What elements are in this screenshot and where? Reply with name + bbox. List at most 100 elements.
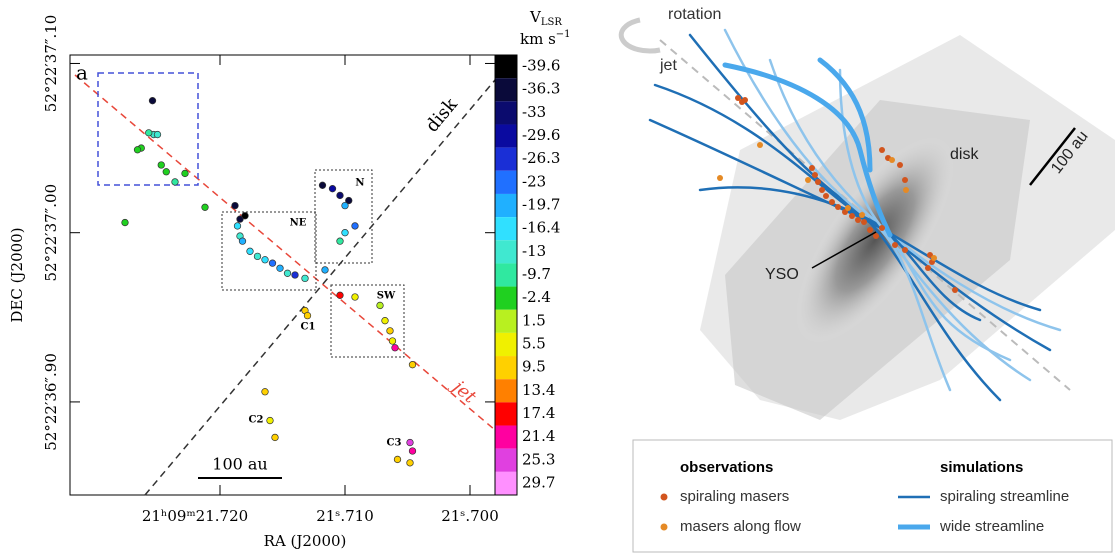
region-box: [221, 211, 317, 291]
colorbar-label: 9.5: [522, 358, 546, 376]
x-tick-label: 21ˢ.700: [441, 507, 499, 525]
maser-dot: [742, 97, 748, 103]
colorbar-cell: [495, 286, 517, 310]
legend-heading: simulations: [940, 459, 1023, 476]
maser-points: [717, 95, 958, 293]
colorbar-title: VLSR: [529, 8, 562, 28]
colorbar-cell: [495, 402, 517, 426]
maser-point: [276, 264, 284, 272]
region-label: C2: [249, 415, 264, 426]
colorbar-label: -39.6: [522, 57, 560, 75]
colorbar-exponent: −1: [556, 29, 571, 40]
maser-point: [351, 293, 359, 301]
panel-label: a: [76, 61, 88, 85]
maser-point: [236, 215, 244, 223]
legend: observations spiraling masers masers alo…: [632, 439, 1113, 553]
colorbar-cell: [495, 147, 517, 171]
colorbar-cell: [495, 356, 517, 380]
colorbar-subscript: LSR: [541, 17, 562, 28]
maser-point: [171, 178, 179, 186]
colorbar-cell: [495, 78, 517, 102]
maser-point: [408, 361, 417, 369]
maser-point: [341, 201, 349, 210]
legend-label: wide streamline: [939, 518, 1044, 535]
maser-dot: [897, 162, 903, 168]
colorbar-label: 21.4: [522, 427, 555, 445]
maser-point: [253, 252, 262, 261]
maser-point: [345, 196, 353, 205]
colorbar-cell: [495, 217, 517, 241]
colorbar-label: -19.7: [522, 196, 560, 214]
maser-point: [376, 301, 384, 310]
disk-line: [144, 79, 496, 496]
legend-box: [632, 439, 1113, 553]
colorbar-symbol: V: [529, 8, 542, 26]
maser-dot: [845, 205, 851, 211]
colorbar-cell: [495, 124, 517, 148]
colorbar-label: 25.3: [522, 450, 555, 468]
maser-point: [261, 256, 269, 264]
maser-dot: [717, 175, 723, 181]
rotation-arrow: [618, 17, 661, 54]
y-tick-label: 52°22′37″.10: [42, 15, 60, 113]
maser-point: [121, 218, 129, 227]
colorbar-label: -16.4: [522, 219, 560, 237]
y-tick-label: 52°22′37″.00: [42, 184, 60, 282]
colorbar-cell: [495, 170, 517, 194]
maser-point: [153, 130, 162, 139]
maser-point: [268, 259, 277, 267]
legend-label: masers along flow: [680, 518, 801, 535]
maser-dot: [835, 204, 841, 210]
legend-marker: [660, 493, 668, 501]
colorbar-cell: [495, 379, 517, 403]
colorbar-cell: [495, 263, 517, 287]
x-tick-label: 21ˢ.710: [316, 507, 374, 525]
colorbar-label: 1.5: [522, 311, 546, 329]
maser-point: [238, 237, 247, 245]
legend-marker: [660, 523, 668, 531]
maser-dot: [823, 193, 829, 199]
y-axis-label: DEC (J2000): [8, 227, 26, 322]
maser-dot: [879, 225, 885, 231]
maser-point: [271, 433, 279, 442]
colorbar-unit-text: km s: [520, 30, 556, 48]
maser-dot: [829, 199, 835, 205]
maser-point: [145, 129, 153, 137]
colorbar-frame: [494, 54, 518, 496]
maser-dot: [873, 233, 879, 239]
maser-point: [266, 416, 274, 425]
maser-point: [162, 168, 170, 176]
yso-label: YSO: [765, 266, 799, 283]
x-tick-label: 21ʰ09ᵐ21.720: [142, 507, 248, 525]
colorbar-label: -2.4: [522, 288, 551, 306]
region-label: NE: [290, 218, 307, 229]
maser-dot: [931, 255, 937, 261]
colorbar-label: -36.3: [522, 80, 560, 98]
colorbar-cell: [495, 448, 517, 472]
maser-dot: [805, 177, 811, 183]
maser-point: [301, 274, 309, 283]
colorbar-label: -29.6: [522, 126, 560, 144]
scale-bar: [1029, 127, 1076, 186]
maser-point: [133, 146, 142, 154]
maser-point: [231, 201, 239, 210]
x-axis-label: RA (J2000): [264, 532, 347, 550]
legend-heading: observations: [680, 459, 773, 476]
maser-dot: [925, 265, 931, 271]
maser-point: [381, 317, 389, 325]
maser-point: [341, 229, 349, 237]
maser-point: [181, 169, 189, 178]
jet-line: [74, 74, 496, 431]
maser-point: [391, 344, 399, 352]
maser-point: [233, 222, 242, 230]
maser-point: [388, 337, 397, 345]
rotation-label: rotation: [668, 6, 721, 23]
maser-dot: [892, 242, 898, 248]
region-box: [330, 284, 405, 358]
colorbar-label: -33: [522, 103, 546, 121]
maser-dot: [855, 217, 861, 223]
maser-point: [393, 455, 402, 464]
disk-label: disk: [422, 93, 463, 136]
